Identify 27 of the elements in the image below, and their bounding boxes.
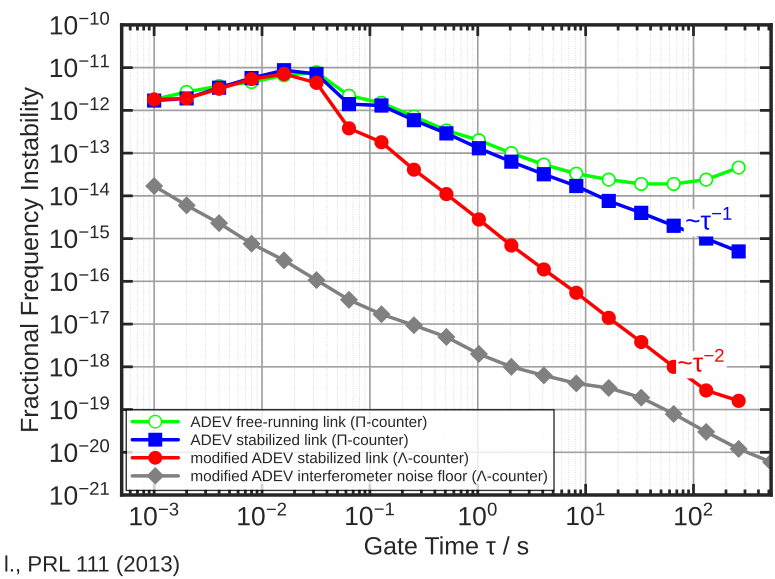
legend-label: ADEV free-running link (Π-counter) xyxy=(190,416,426,430)
y-tick-label: 10$^{−12}$ xyxy=(50,97,109,120)
x-tick-label: 10$^{0}$ xyxy=(459,502,497,526)
x-tick-label: 10$^{1}$ xyxy=(567,502,604,526)
legend-label: modified ADEV stabilized link (Λ-counter) xyxy=(191,452,468,466)
annotation: ~τ$^{−2}$ xyxy=(678,348,724,372)
y-axis-title: Fractional Frequency Instability xyxy=(20,87,44,431)
x-tick-label: 10$^{2}$ xyxy=(675,502,712,526)
x-tick-label: 10$^{−3}$ xyxy=(130,502,178,526)
y-tick-label: 10$^{−21}$ xyxy=(50,482,109,505)
y-tick-label: 10$^{−16}$ xyxy=(50,268,109,292)
y-tick-label: 10$^{−20}$ xyxy=(50,439,110,462)
y-tick-label: 10$^{−17}$ xyxy=(50,310,109,334)
y-tick-label: 10$^{−15}$ xyxy=(50,225,109,248)
x-axis-title: Gate Time τ / s xyxy=(364,536,528,555)
text: l., PRL 111 (2013) xyxy=(5,555,179,576)
y-tick-label: 10$^{−19}$ xyxy=(50,396,109,420)
x-tick-label: 10$^{−1}$ xyxy=(346,502,394,526)
y-tick-label: 10$^{−14}$ xyxy=(50,182,110,206)
legend-label: modified ADEV interferometer noise floor (Λ-counter) xyxy=(191,470,547,484)
legend-label: ADEV stabilized link (Π-counter) xyxy=(190,434,408,448)
y-tick-label: 10$^{−11}$ xyxy=(50,54,109,78)
x-tick-label: 10$^{−2}$ xyxy=(238,502,286,526)
y-tick-label: 10$^{−10}$ xyxy=(50,12,110,35)
y-tick-label: 10$^{−13}$ xyxy=(50,140,109,163)
y-tick-label: 10$^{−18}$ xyxy=(50,354,109,377)
annotation: ~τ$^{−1}$ xyxy=(686,207,732,230)
